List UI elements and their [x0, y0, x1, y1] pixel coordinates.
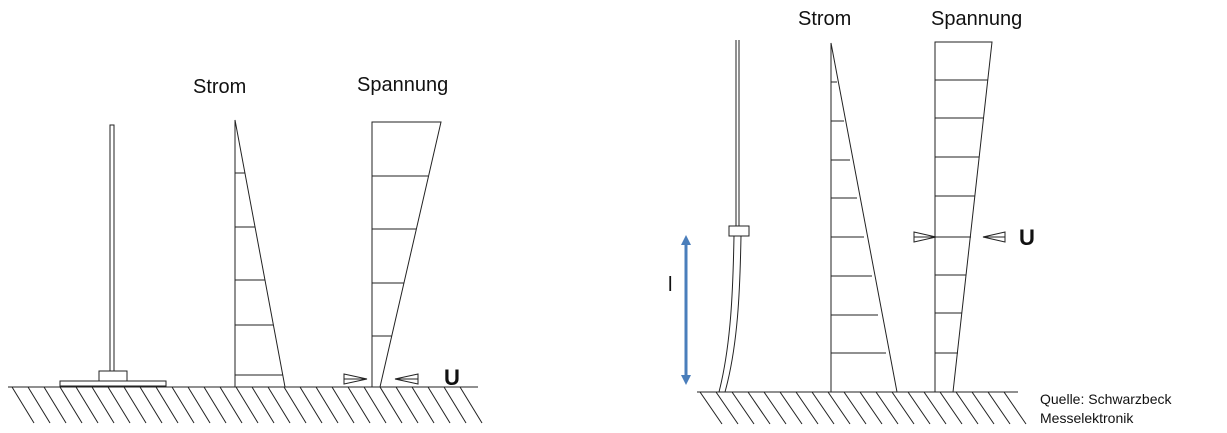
- hatch-line: [715, 391, 739, 425]
- right-ground-hatching: [699, 391, 1027, 425]
- left-ground-hatching: [11, 386, 483, 424]
- hatch-line: [955, 391, 979, 425]
- hatch-line: [43, 386, 67, 424]
- hatch-line: [363, 386, 387, 424]
- hatch-line: [379, 386, 403, 424]
- hatch-line: [315, 386, 339, 424]
- right-antenna: [718, 40, 750, 393]
- hatch-line: [139, 386, 163, 424]
- hatch-line: [171, 386, 195, 424]
- hatch-line: [699, 391, 723, 425]
- hatch-line: [203, 386, 227, 424]
- hatch-line: [971, 391, 995, 425]
- hatch-line: [731, 391, 755, 425]
- hatch-line: [187, 386, 211, 424]
- hatch-line: [59, 386, 83, 424]
- hatch-line: [411, 386, 435, 424]
- right-current-distribution: [830, 42, 898, 393]
- hatch-line: [235, 386, 259, 424]
- right-current-label: Strom: [798, 8, 852, 30]
- hatch-line: [747, 391, 771, 425]
- hatch-line: [939, 391, 963, 425]
- hatch-line: [395, 386, 419, 424]
- hatch-line: [331, 386, 355, 424]
- hatch-line: [1003, 391, 1027, 425]
- left-feed-point-symbol: [343, 373, 419, 385]
- hatch-line: [11, 386, 35, 424]
- hatch-line: [251, 386, 275, 424]
- hatch-line: [875, 391, 899, 425]
- right-voltage-distribution: [934, 41, 993, 393]
- hatch-line: [859, 391, 883, 425]
- left-monopole-antenna: [59, 124, 167, 387]
- left-current-distribution: [234, 119, 286, 388]
- left-feed-label: U: [444, 365, 460, 390]
- left-panel: [8, 119, 483, 424]
- hatch-line: [219, 386, 243, 424]
- hatch-line: [155, 386, 179, 424]
- hatch-line: [827, 391, 851, 425]
- right-feed-label: U: [1019, 225, 1035, 250]
- hatch-line: [443, 386, 467, 424]
- left-voltage-distribution: [371, 121, 442, 388]
- hatch-line: [891, 391, 915, 425]
- hatch-line: [459, 386, 483, 424]
- length-label: l: [668, 274, 673, 296]
- hatch-line: [795, 391, 819, 425]
- hatch-line: [907, 391, 931, 425]
- hatch-line: [107, 386, 131, 424]
- hatch-line: [779, 391, 803, 425]
- right-feed-point-symbol: [913, 231, 1006, 243]
- left-current-label: Strom: [193, 76, 247, 98]
- hatch-line: [843, 391, 867, 425]
- hatch-line: [123, 386, 147, 424]
- hatch-line: [75, 386, 99, 424]
- hatch-line: [283, 386, 307, 424]
- hatch-line: [923, 391, 947, 425]
- hatch-line: [27, 386, 51, 424]
- hatch-line: [299, 386, 323, 424]
- hatch-line: [763, 391, 787, 425]
- right-panel: [681, 40, 1027, 425]
- hatch-line: [987, 391, 1011, 425]
- source-credit-line2: Messelektronik: [1040, 410, 1134, 426]
- hatch-line: [91, 386, 115, 424]
- left-voltage-label: Spannung: [357, 74, 449, 96]
- hatch-line: [267, 386, 291, 424]
- hatch-line: [811, 391, 835, 425]
- hatch-line: [427, 386, 451, 424]
- right-voltage-label: Spannung: [931, 8, 1023, 30]
- hatch-line: [347, 386, 371, 424]
- source-credit-line1: Quelle: Schwarzbeck: [1040, 391, 1172, 407]
